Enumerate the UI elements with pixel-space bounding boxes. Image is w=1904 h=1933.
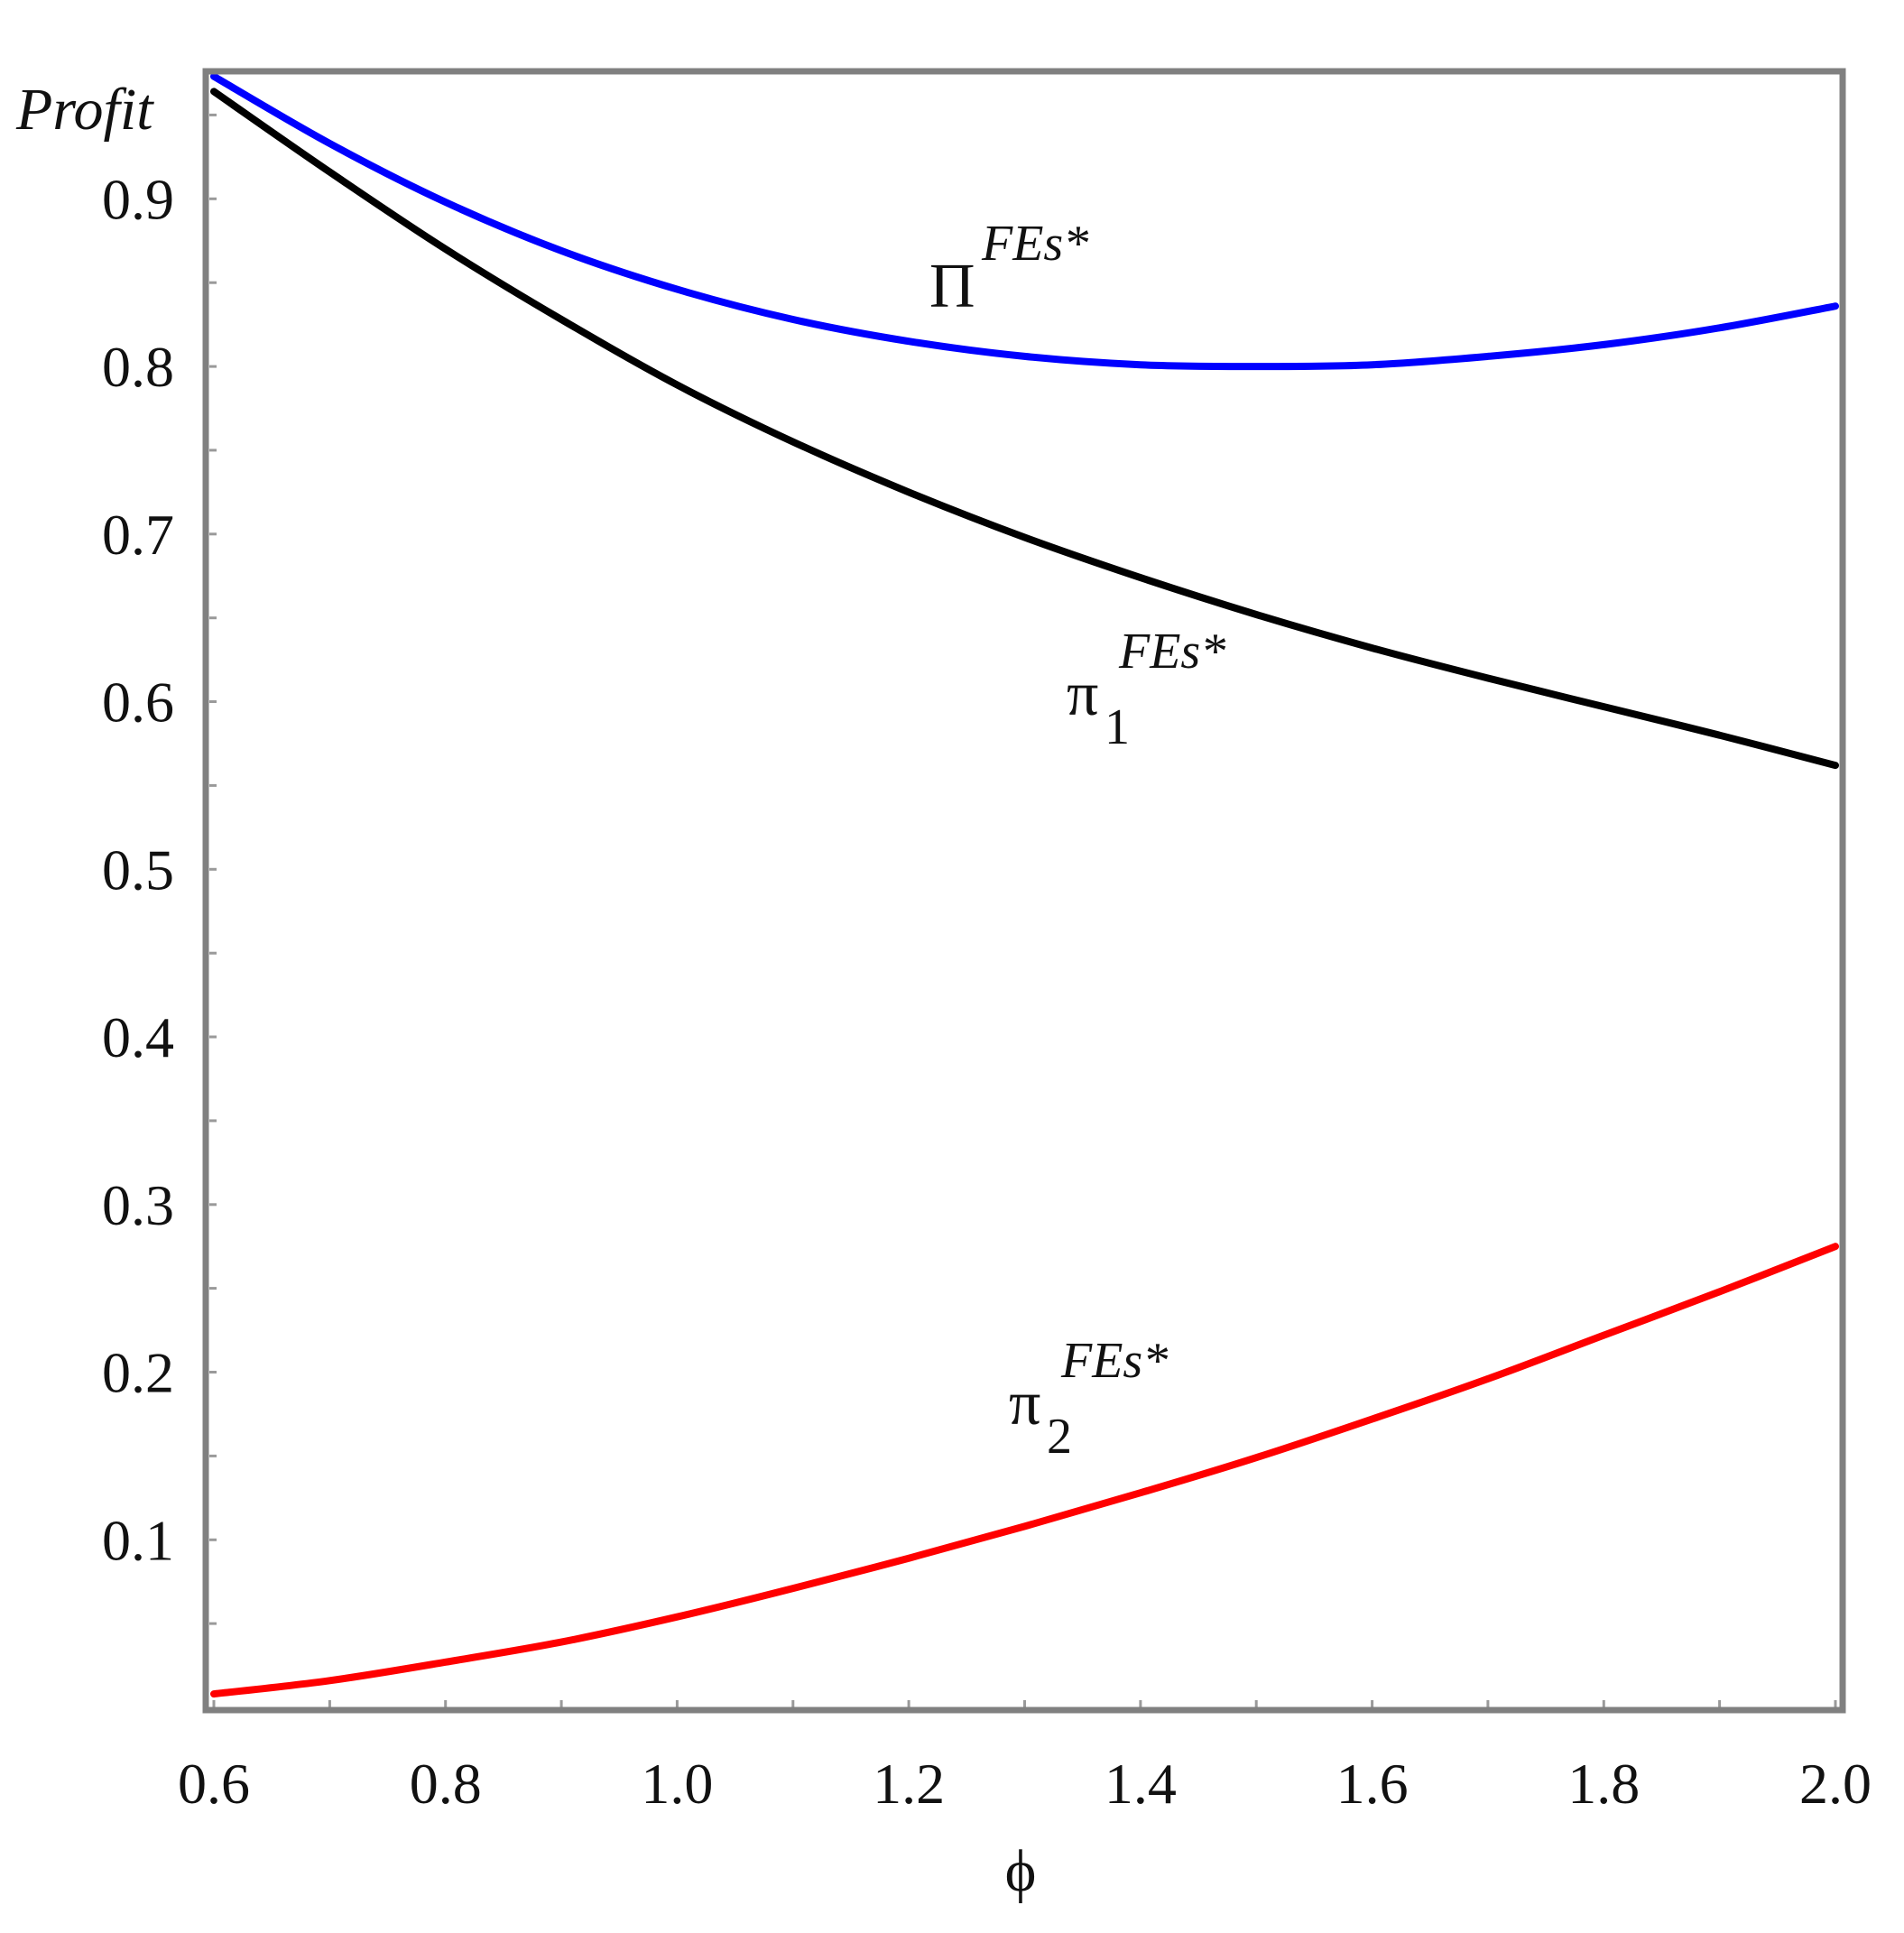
x-tick-label: 1.6 [1336, 1752, 1409, 1816]
x-tick-label: 1.8 [1567, 1752, 1640, 1816]
y-tick-label: 0.8 [102, 335, 174, 399]
curve-label-base: π [1067, 660, 1098, 729]
curve-label-base: π [1009, 1369, 1040, 1438]
y-axis-label: Profit [15, 77, 154, 143]
curve-label-superscript: FEs* [1060, 1333, 1168, 1389]
series-line-1 [210, 72, 1839, 371]
x-tick-label: 0.6 [178, 1752, 250, 1816]
curve-label-base: Π [929, 252, 975, 321]
x-tick-labels: 0.6 0.8 1.0 1.2 1.4 1.6 1.8 2.0 [178, 1752, 1872, 1816]
series-curves [210, 72, 1839, 1698]
series-line-2 [210, 88, 1839, 770]
y-tick-label: 0.7 [102, 503, 174, 567]
curve-label-subscript: 1 [1105, 699, 1130, 755]
curve-label-2: π 1 FEs* [1067, 624, 1225, 755]
minor-ticks [209, 113, 1837, 1707]
curve-label-superscript: FEs* [981, 216, 1088, 272]
x-tick-label: 0.8 [410, 1752, 482, 1816]
y-tick-labels: 0.1 0.2 0.3 0.4 0.5 0.6 0.7 0.8 0.9 [102, 167, 174, 1572]
x-tick-label: 1.2 [873, 1752, 945, 1816]
y-tick-label: 0.6 [102, 671, 174, 735]
x-axis-label: ϕ [1005, 1838, 1037, 1904]
series-line-3 [210, 1243, 1839, 1698]
plot-frame [202, 68, 1846, 1714]
y-tick-label: 0.3 [102, 1173, 174, 1237]
curve-label-subscript: 2 [1047, 1409, 1072, 1465]
y-tick-label: 0.5 [102, 837, 174, 902]
curve-label-3: π 2 FEs* [1009, 1333, 1168, 1465]
x-tick-label: 2.0 [1799, 1752, 1872, 1816]
y-tick-label: 0.4 [102, 1005, 174, 1069]
y-tick-label: 0.9 [102, 167, 174, 231]
x-tick-label: 1.4 [1105, 1752, 1177, 1816]
x-tick-label: 1.0 [641, 1752, 713, 1816]
y-tick-label: 0.1 [102, 1508, 174, 1572]
y-tick-label: 0.2 [102, 1341, 174, 1405]
curve-label-superscript: FEs* [1118, 624, 1225, 680]
